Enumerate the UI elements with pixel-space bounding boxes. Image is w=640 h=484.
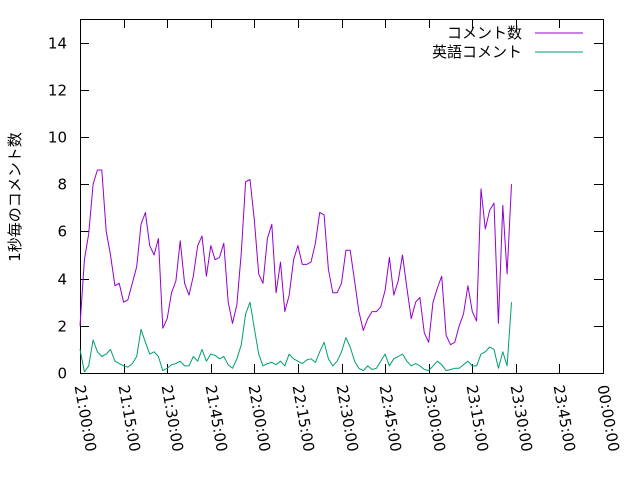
x-tick-label: 21:00:00	[71, 384, 100, 453]
y-tick-label: 10	[48, 129, 67, 147]
x-tick-label: 00:00:00	[594, 384, 623, 453]
x-tick-label: 21:30:00	[158, 384, 187, 453]
x-axis: 21:00:00 21:15:00 21:30:00 21:45:00 22:00:00…	[71, 19, 623, 453]
y-axis-label: 1秒毎のコメント数	[6, 132, 24, 262]
series-line-2	[79, 301, 512, 373]
y-tick-label: 12	[48, 82, 67, 100]
x-tick-label: 23:45:00	[550, 384, 579, 453]
x-tick-label: 23:15:00	[463, 384, 492, 453]
x-tick-label: 21:15:00	[115, 384, 144, 453]
y-tick-label: 14	[48, 35, 67, 53]
x-tick-label: 23:00:00	[420, 384, 449, 453]
x-tick-label: 23:30:00	[507, 384, 536, 453]
y-tick-label: 0	[57, 365, 67, 383]
plot-frame	[80, 19, 604, 374]
y-axis: 0 2 4 6 8 10 12 14	[48, 35, 603, 383]
series-line-1	[79, 169, 512, 346]
x-tick-label: 22:30:00	[333, 384, 362, 453]
legend-label: コメント数	[447, 24, 522, 42]
y-tick-label: 6	[57, 223, 67, 241]
x-tick-label: 22:15:00	[289, 384, 318, 453]
y-tick-label: 4	[57, 271, 67, 289]
y-tick-label: 2	[57, 318, 67, 336]
x-tick-label: 22:00:00	[245, 384, 274, 453]
x-tick-label: 21:45:00	[202, 384, 231, 453]
series-layer	[79, 169, 512, 373]
x-tick-label: 22:45:00	[376, 384, 405, 453]
legend-label: 英語コメント	[432, 43, 522, 61]
y-tick-label: 8	[57, 176, 67, 194]
